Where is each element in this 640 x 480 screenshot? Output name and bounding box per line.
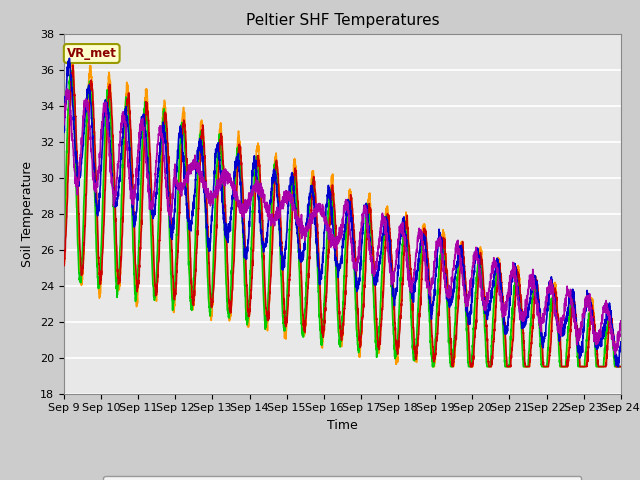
pSHF_T2 — [429, 364, 437, 370]
Line: pSHF_T3: pSHF_T3 — [64, 71, 621, 367]
pSHF_T5 — [606, 317, 614, 323]
Title: Peltier SHF Temperatures: Peltier SHF Temperatures — [246, 13, 439, 28]
pSHF_T2 — [606, 316, 614, 322]
pSHF_T4 — [274, 199, 282, 205]
pSHF_T2 — [157, 173, 164, 179]
pSHF_T1 — [606, 312, 614, 318]
pSHF_T1 — [274, 168, 282, 174]
pSHF_T4 — [617, 339, 625, 345]
pSHF_T2 — [617, 364, 625, 370]
pSHF_T1 — [124, 96, 132, 102]
pSHF_T4 — [606, 304, 614, 310]
pSHF_T3 — [606, 319, 614, 325]
X-axis label: Time: Time — [327, 419, 358, 432]
pSHF_T3 — [68, 68, 76, 74]
pSHF_T4 — [614, 364, 621, 370]
pSHF_T5 — [298, 229, 306, 235]
pSHF_T3 — [547, 309, 554, 315]
pSHF_T4 — [298, 255, 306, 261]
pSHF_T1 — [298, 283, 306, 289]
pSHF_T1 — [617, 364, 625, 370]
pSHF_T5 — [124, 154, 132, 160]
pSHF_T3 — [124, 97, 132, 103]
Line: pSHF_T4: pSHF_T4 — [64, 58, 621, 367]
pSHF_T5 — [274, 211, 282, 216]
Line: pSHF_T5: pSHF_T5 — [64, 89, 621, 354]
pSHF_T1 — [157, 206, 164, 212]
pSHF_T2 — [68, 52, 76, 58]
pSHF_T2 — [298, 307, 306, 313]
pSHF_T1 — [449, 364, 457, 370]
Text: VR_met: VR_met — [67, 47, 116, 60]
Legend: pSHF_T1, pSHF_T2, pSHF_T3, pSHF_T4, pSHF_T5: pSHF_T1, pSHF_T2, pSHF_T3, pSHF_T4, pSHF… — [103, 476, 582, 480]
pSHF_T5 — [157, 123, 164, 129]
pSHF_T3 — [298, 331, 306, 336]
pSHF_T4 — [65, 55, 73, 61]
pSHF_T5 — [611, 351, 619, 357]
Y-axis label: Soil Temperature: Soil Temperature — [22, 161, 35, 266]
pSHF_T2 — [547, 324, 554, 329]
pSHF_T3 — [617, 364, 625, 370]
pSHF_T5 — [60, 122, 68, 128]
pSHF_T2 — [274, 173, 282, 179]
Line: pSHF_T1: pSHF_T1 — [64, 65, 621, 367]
pSHF_T2 — [60, 263, 68, 268]
pSHF_T3 — [429, 364, 436, 370]
pSHF_T1 — [60, 259, 68, 264]
pSHF_T3 — [274, 185, 282, 191]
pSHF_T1 — [69, 62, 77, 68]
pSHF_T4 — [60, 130, 68, 135]
pSHF_T3 — [60, 240, 68, 246]
pSHF_T2 — [124, 82, 132, 88]
pSHF_T4 — [157, 138, 164, 144]
pSHF_T4 — [546, 282, 554, 288]
Line: pSHF_T2: pSHF_T2 — [64, 55, 621, 367]
pSHF_T3 — [157, 152, 164, 157]
pSHF_T5 — [63, 86, 71, 92]
pSHF_T4 — [124, 122, 132, 128]
pSHF_T5 — [546, 284, 554, 290]
pSHF_T5 — [617, 318, 625, 324]
pSHF_T1 — [547, 349, 554, 355]
